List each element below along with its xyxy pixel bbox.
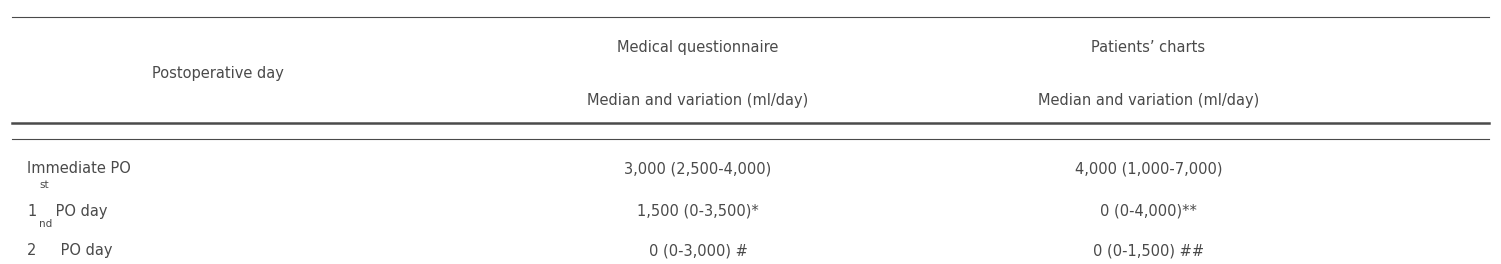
Text: Median and variation (ml/day): Median and variation (ml/day) bbox=[587, 93, 809, 108]
Text: 2: 2 bbox=[27, 243, 36, 258]
Text: 0 (0-1,500) ##: 0 (0-1,500) ## bbox=[1093, 243, 1204, 258]
Text: 0 (0-3,000) #: 0 (0-3,000) # bbox=[648, 243, 747, 258]
Text: Immediate PO: Immediate PO bbox=[27, 162, 131, 176]
Text: 1,500 (0-3,500)*: 1,500 (0-3,500)* bbox=[636, 204, 760, 219]
Text: Patients’ charts: Patients’ charts bbox=[1091, 40, 1205, 55]
Text: Postoperative day: Postoperative day bbox=[152, 67, 284, 81]
Text: 4,000 (1,000-7,000): 4,000 (1,000-7,000) bbox=[1075, 162, 1222, 176]
Text: 3,000 (2,500-4,000): 3,000 (2,500-4,000) bbox=[624, 162, 772, 176]
Text: PO day: PO day bbox=[51, 204, 108, 219]
Text: 1: 1 bbox=[27, 204, 36, 219]
Text: nd: nd bbox=[39, 219, 53, 229]
Text: 0 (0-4,000)**: 0 (0-4,000)** bbox=[1100, 204, 1196, 219]
Text: Medical questionnaire: Medical questionnaire bbox=[617, 40, 779, 55]
Text: st: st bbox=[39, 180, 48, 190]
Text: Median and variation (ml/day): Median and variation (ml/day) bbox=[1037, 93, 1259, 108]
Text: PO day: PO day bbox=[56, 243, 113, 258]
